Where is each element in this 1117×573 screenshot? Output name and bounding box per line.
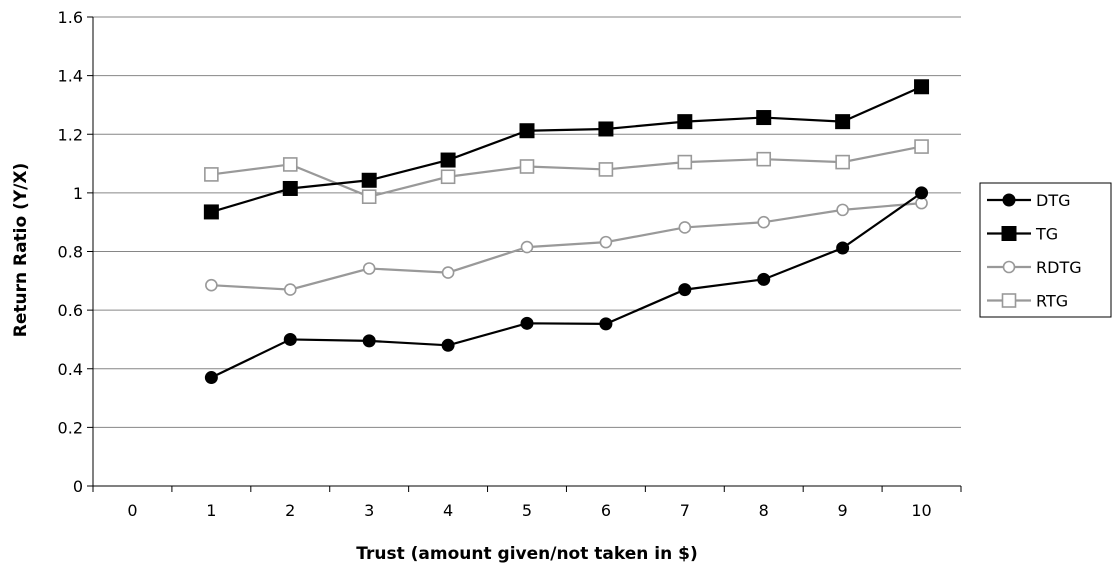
data-point: [598, 162, 614, 177]
data-point: [1002, 260, 1016, 274]
x-tick-label: 1: [206, 501, 216, 520]
data-point: [599, 317, 613, 331]
x-tick-label: 3: [364, 501, 374, 520]
data-point: [440, 169, 456, 185]
series-dtg: [204, 186, 929, 385]
x-tick-label: 4: [443, 501, 453, 520]
data-point: [836, 241, 850, 255]
axes: [87, 16, 962, 492]
series-tg: [203, 79, 930, 220]
grid-lines: [93, 16, 961, 428]
legend-label: TG: [1035, 225, 1058, 244]
data-point: [361, 189, 377, 204]
legend-item-rdtg: RDTG: [987, 258, 1082, 277]
series-line: [211, 85, 922, 213]
data-point: [282, 157, 298, 172]
y-tick-label: 1.6: [58, 8, 83, 27]
data-point: [1001, 293, 1017, 308]
data-point: [204, 167, 219, 182]
legend-label: DTG: [1036, 191, 1071, 210]
data-point: [362, 334, 376, 348]
legend-item-tg: TG: [987, 225, 1058, 244]
series-line: [211, 145, 922, 198]
series-rtg: [204, 139, 929, 204]
data-point: [283, 332, 297, 346]
data-point: [677, 114, 693, 130]
x-tick-label: 9: [838, 501, 848, 520]
data-point: [914, 139, 929, 154]
data-point: [520, 316, 534, 330]
data-point: [361, 172, 377, 188]
data-point: [205, 278, 218, 292]
data-point: [441, 266, 455, 279]
data-point: [757, 215, 771, 229]
data-point: [441, 338, 455, 352]
data-point: [519, 159, 535, 174]
y-tick-label: 0.4: [58, 360, 83, 379]
data-point: [598, 121, 614, 137]
data-point: [519, 123, 535, 139]
x-tick-label: 5: [522, 501, 532, 520]
series-rdtg: [205, 196, 928, 296]
y-tick-label: 1.2: [58, 125, 83, 144]
data-point: [756, 151, 772, 167]
y-tick-labels: 0 0.2 0.4 0.6 0.8 1 1.2 1.4 1.6: [58, 8, 83, 496]
legend-item-rtg: RTG: [987, 292, 1068, 311]
x-tick-label: 0: [127, 501, 137, 520]
y-tick-label: 0.8: [58, 243, 83, 262]
data-point: [835, 114, 851, 130]
data-point: [678, 283, 692, 297]
y-tick-label: 0.6: [58, 301, 83, 320]
data-point: [836, 203, 849, 217]
x-axis-title: Trust (amount given/not taken in $): [356, 544, 697, 564]
data-point: [677, 154, 693, 170]
x-tick-label: 8: [759, 501, 769, 520]
x-tick-label: 2: [285, 501, 295, 520]
y-tick-label: 0.2: [58, 418, 83, 437]
legend-label: RTG: [1036, 292, 1068, 311]
y-tick-label: 1: [73, 184, 83, 203]
data-point: [1001, 226, 1017, 241]
series-line: [211, 202, 922, 291]
data-point: [915, 186, 929, 200]
data-point: [756, 110, 772, 126]
x-tick-label: 10: [911, 501, 931, 520]
data-point: [757, 272, 771, 286]
y-axis-title: Return Ratio (Y/X): [11, 163, 31, 338]
data-point: [835, 154, 850, 170]
data-point: [282, 180, 298, 196]
legend-item-dtg: DTG: [987, 191, 1071, 210]
data-point: [440, 152, 456, 168]
series-line: [210, 191, 923, 379]
data-point: [599, 235, 613, 249]
data-point: [914, 79, 930, 95]
y-tick-label: 0: [73, 477, 83, 496]
legend: DTG TG RDTG RTG: [979, 182, 1112, 318]
y-tick-label: 1.4: [58, 67, 83, 86]
legend-label: RDTG: [1036, 258, 1082, 277]
data-point: [678, 221, 692, 234]
x-tick-label: 6: [601, 501, 611, 520]
data-point: [203, 204, 219, 220]
data-point: [1002, 193, 1016, 207]
data-series: [203, 79, 930, 385]
data-point: [204, 371, 218, 385]
data-point: [283, 283, 297, 296]
data-point: [520, 240, 534, 254]
x-tick-label: 7: [680, 501, 690, 520]
data-point: [362, 262, 376, 275]
x-tick-labels: 0 1 2 3 4 5 6 7 8 9 10: [127, 501, 931, 520]
